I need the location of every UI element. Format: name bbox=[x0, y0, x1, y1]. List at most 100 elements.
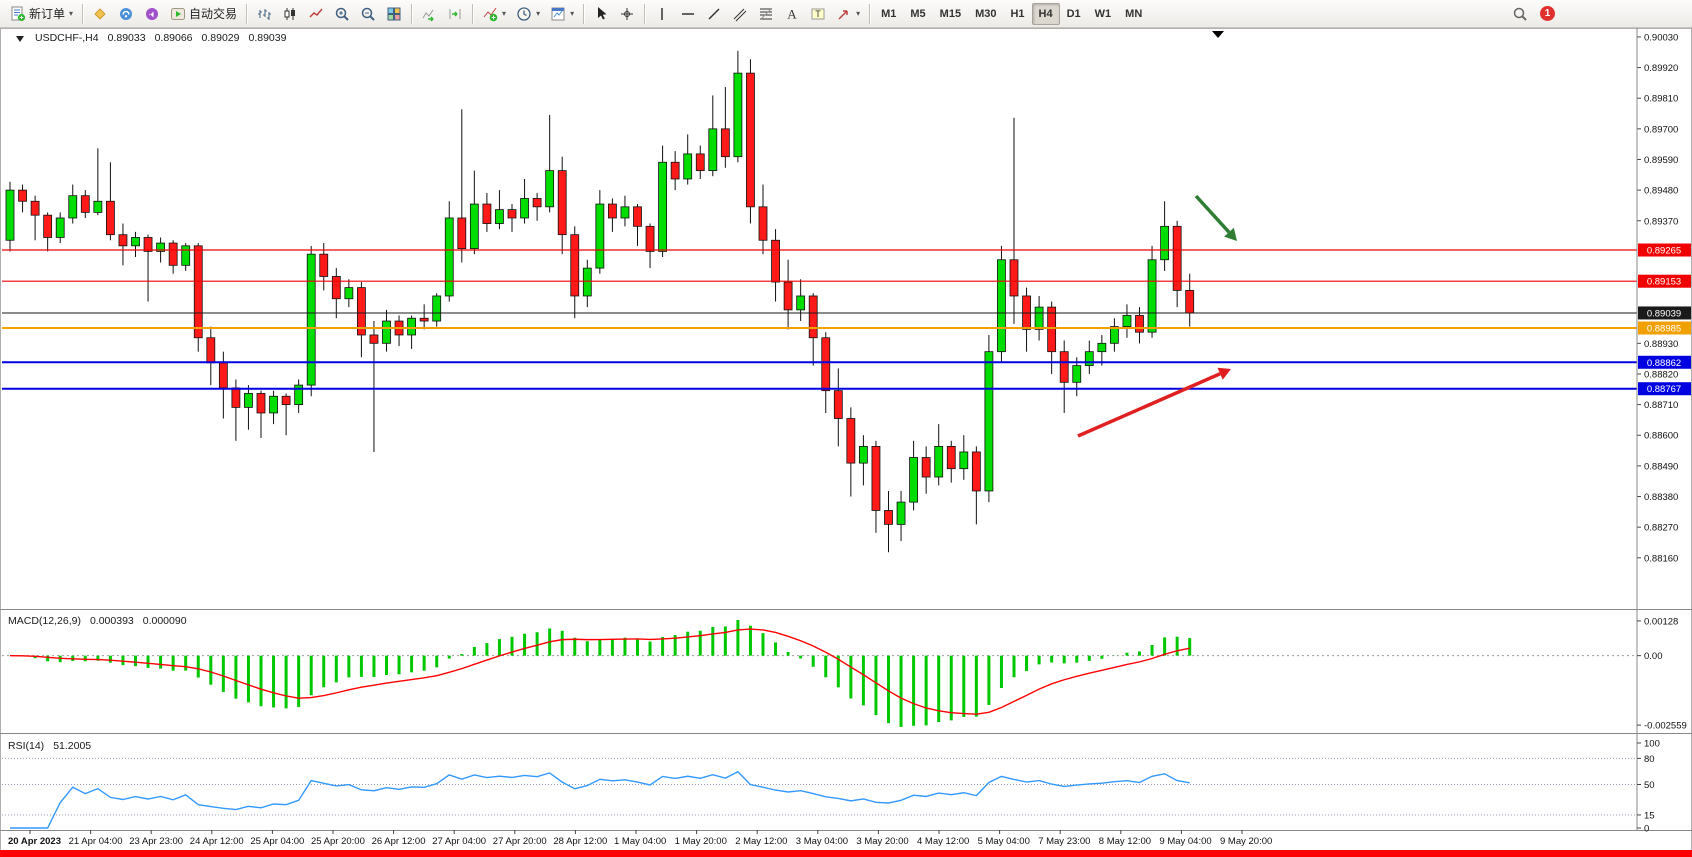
candle-body bbox=[181, 245, 191, 266]
bottom-red-bar bbox=[0, 850, 1692, 857]
dropdown-caret-icon[interactable]: ▾ bbox=[570, 8, 575, 18]
timeframe-m5[interactable]: M5 bbox=[910, 7, 926, 20]
notification-badge[interactable]: 1 bbox=[1540, 6, 1555, 21]
candle-body bbox=[68, 195, 78, 219]
red-arrow[interactable] bbox=[1077, 372, 1221, 438]
candle-body bbox=[532, 198, 542, 208]
dropdown-caret-icon[interactable]: ▾ bbox=[502, 8, 507, 18]
alerts-button[interactable] bbox=[139, 3, 165, 25]
chart-frame bbox=[0, 28, 1692, 857]
candle-body bbox=[658, 161, 667, 252]
rsi-axis-label: 100 bbox=[1644, 739, 1660, 750]
candle-body bbox=[1084, 351, 1094, 367]
time-axis-label: 1 May 04:00 bbox=[614, 836, 666, 847]
candle-chart-button[interactable] bbox=[277, 3, 303, 25]
green-arrow[interactable] bbox=[1194, 194, 1231, 234]
candle-body bbox=[106, 200, 115, 236]
red-arrow-head[interactable] bbox=[1217, 367, 1231, 380]
new-order-button[interactable]: 新订单 ▾ bbox=[5, 3, 78, 25]
cursor-button[interactable] bbox=[588, 3, 614, 25]
price-axis-label: 0.89590 bbox=[1644, 155, 1678, 166]
candle-body bbox=[582, 267, 592, 297]
chart-shift-marker[interactable] bbox=[1212, 31, 1224, 38]
text-button[interactable]: A bbox=[779, 3, 805, 25]
mql5-market-button[interactable] bbox=[87, 3, 113, 25]
candle-body bbox=[520, 198, 529, 219]
candle-body bbox=[507, 209, 517, 219]
candle-body bbox=[1097, 342, 1107, 353]
dropdown-caret-icon[interactable]: ▾ bbox=[69, 8, 74, 18]
timeframe-mn[interactable]: MN bbox=[1125, 7, 1143, 20]
candle-body bbox=[168, 242, 178, 266]
candle-body bbox=[695, 153, 705, 172]
vertical-line-button[interactable] bbox=[649, 3, 675, 25]
timeframe-m30[interactable]: M30 bbox=[975, 7, 997, 20]
fibonacci-button[interactable] bbox=[753, 3, 779, 25]
templates-button[interactable]: ▾ bbox=[545, 3, 579, 25]
dropdown-caret-icon[interactable]: ▾ bbox=[856, 8, 861, 18]
toolbar-separator bbox=[472, 3, 474, 24]
time-axis-label: 9 May 04:00 bbox=[1159, 836, 1211, 847]
timeframe-h1[interactable]: H1 bbox=[1010, 7, 1025, 20]
chart-shift-button[interactable] bbox=[442, 3, 468, 25]
support-line-1-price-tag-label: 0.88862 bbox=[1647, 358, 1681, 369]
dropdown-caret-icon[interactable]: ▾ bbox=[536, 8, 541, 18]
candle-body bbox=[1034, 306, 1044, 330]
signals-button[interactable] bbox=[113, 3, 139, 25]
tile-windows-icon bbox=[386, 6, 402, 22]
timeframe-m1[interactable]: M1 bbox=[881, 7, 897, 20]
text-icon: A bbox=[784, 6, 800, 22]
toolbar-items: 新订单 ▾ 自动交易 ▾ ▾ ▾ A T ▾ bbox=[5, 0, 874, 27]
templates-icon bbox=[550, 6, 566, 22]
autotrading-button[interactable]: 自动交易 bbox=[165, 3, 242, 25]
timeframe-m15[interactable]: M15 bbox=[939, 7, 962, 20]
chart-canvas[interactable]: 0.89265 0.89153 0.89039 0.88985 0.88862 0.887… bbox=[0, 28, 1692, 857]
bar-chart-icon bbox=[256, 6, 272, 22]
timeframe-d1[interactable]: D1 bbox=[1066, 7, 1081, 20]
channel-button[interactable] bbox=[727, 3, 753, 25]
time-axis-label: 25 Apr 04:00 bbox=[250, 836, 304, 847]
price-axis-label: 0.89920 bbox=[1644, 63, 1678, 74]
bar-chart-button[interactable] bbox=[251, 3, 277, 25]
candle-body bbox=[118, 234, 128, 247]
candle-body bbox=[1059, 351, 1069, 383]
periods-button[interactable]: ▾ bbox=[511, 3, 545, 25]
search-icon[interactable] bbox=[1512, 6, 1528, 22]
candle-body bbox=[131, 237, 140, 247]
candle-body bbox=[1172, 225, 1182, 291]
zoom-in-button[interactable] bbox=[329, 3, 355, 25]
candle-body bbox=[620, 206, 630, 219]
candle-body bbox=[1009, 259, 1019, 297]
time-axis-label: 5 May 04:00 bbox=[978, 836, 1030, 847]
auto-scroll-button[interactable] bbox=[416, 3, 442, 25]
toolbar-separator bbox=[82, 3, 84, 24]
indicators-icon bbox=[482, 6, 498, 22]
zoom-in-icon bbox=[334, 6, 350, 22]
time-axis-label: 28 Apr 12:00 bbox=[553, 836, 607, 847]
price-axis-label: 0.89700 bbox=[1644, 124, 1678, 135]
crosshair-button[interactable] bbox=[614, 3, 640, 25]
new-order-icon bbox=[10, 6, 26, 22]
candle-body bbox=[783, 281, 793, 311]
timeframe-h4[interactable]: H4 bbox=[1031, 2, 1060, 25]
price-axis-label: 0.90030 bbox=[1644, 32, 1678, 43]
indicators-button[interactable]: ▾ bbox=[477, 3, 511, 25]
new-order-button-label: 新订单 bbox=[29, 7, 66, 21]
zoom-out-button[interactable] bbox=[355, 3, 381, 25]
time-axis-label: 3 May 20:00 bbox=[856, 836, 908, 847]
text-label-button[interactable]: T bbox=[805, 3, 831, 25]
horizontal-line-button[interactable] bbox=[675, 3, 701, 25]
candle-body bbox=[331, 276, 341, 300]
candle-body bbox=[344, 287, 354, 300]
resistance-line-2-price-tag bbox=[1638, 274, 1691, 288]
arrows-button[interactable]: ▾ bbox=[831, 3, 865, 25]
tile-windows-button[interactable] bbox=[381, 3, 407, 25]
timeframe-w1[interactable]: W1 bbox=[1094, 7, 1112, 20]
green-arrow-head[interactable] bbox=[1224, 227, 1237, 241]
price-axis-label: 0.88600 bbox=[1644, 431, 1678, 442]
line-chart-button[interactable] bbox=[303, 3, 329, 25]
trendline-button[interactable] bbox=[701, 3, 727, 25]
chart-window: 0.89265 0.89153 0.89039 0.88985 0.88862 0.887… bbox=[0, 28, 1692, 857]
rsi-axis-label: 15 bbox=[1644, 810, 1655, 821]
candle-body bbox=[557, 170, 567, 236]
